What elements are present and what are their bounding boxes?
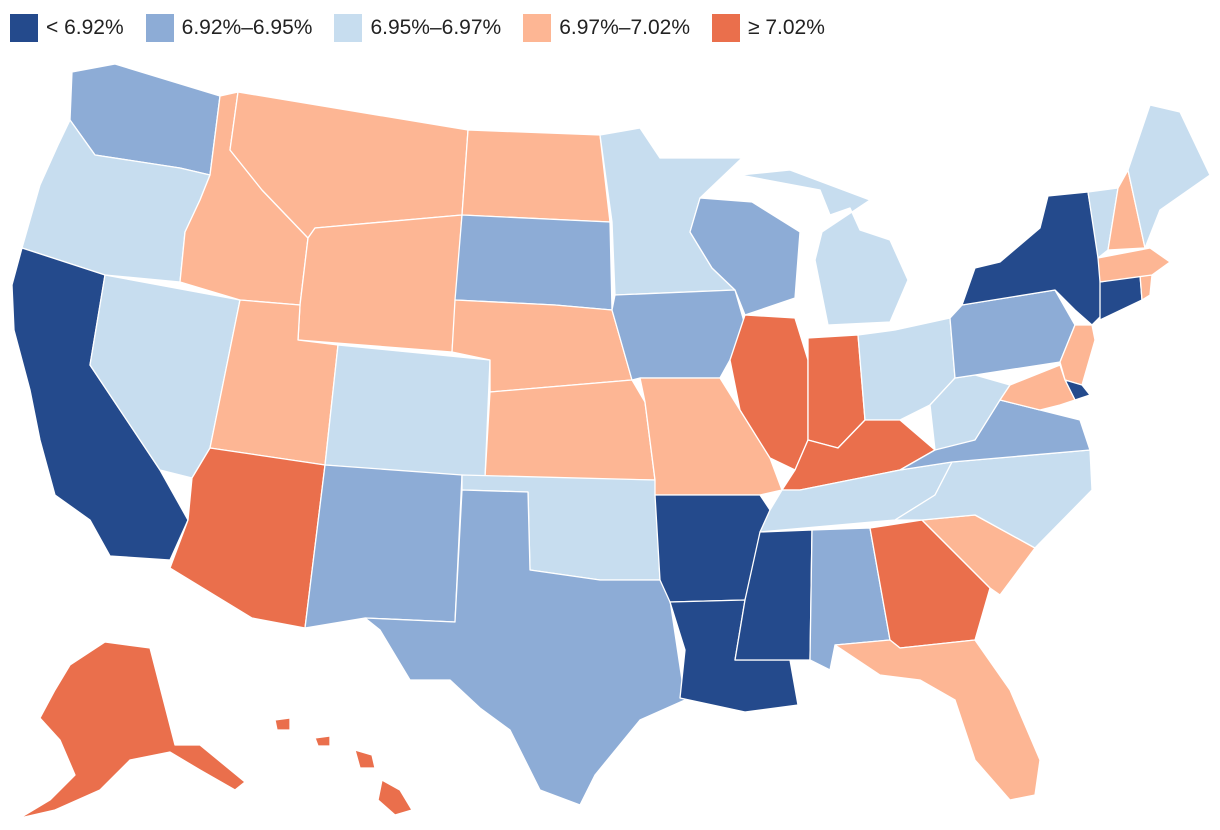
legend-item-4: 6.97%–7.02% [523,14,690,42]
state-hawaii[interactable] [377,779,413,816]
state-rhode-island[interactable] [1139,274,1153,301]
legend-swatch [712,14,740,42]
state-new-mexico[interactable] [304,464,463,629]
legend-item-1: < 6.92% [10,14,124,42]
state-wyoming[interactable] [297,214,463,353]
legend-item-2: 6.92%–6.95% [145,14,313,42]
state-hawaii-oahu[interactable] [314,735,331,747]
state-maryland[interactable] [999,364,1076,411]
legend-item-5: ≥ 7.02% [712,14,825,42]
state-arizona[interactable] [169,447,326,629]
legend-swatch [10,14,38,42]
state-north-dakota[interactable] [461,129,611,223]
state-texas[interactable] [364,489,686,806]
legend-label: ≥ 7.02% [748,16,825,39]
state-hawaii-maui[interactable] [354,749,376,769]
state-maine[interactable] [1127,104,1211,249]
legend-swatch [334,14,363,42]
state-south-dakota[interactable] [454,214,613,311]
legend: < 6.92% 6.92%–6.95% 6.95%–6.97% 6.97%–7.… [10,14,825,42]
legend-label: < 6.92% [46,16,124,39]
legend-label: 6.92%–6.95% [181,16,313,39]
legend-label: 6.97%–7.02% [559,16,690,39]
legend-swatch [145,14,174,42]
state-kansas[interactable] [484,379,656,481]
state-colorado[interactable] [324,344,491,479]
state-alaska[interactable] [19,641,246,819]
legend-item-3: 6.95%–6.97% [334,14,501,42]
state-michigan[interactable] [739,169,909,326]
legend-label: 6.95%–6.97% [370,16,502,39]
state-massachusetts[interactable] [1097,247,1171,283]
legend-swatch [523,14,552,42]
state-hawaii-kauai[interactable] [274,717,291,731]
state-iowa[interactable] [611,289,746,381]
state-missouri[interactable] [639,377,783,496]
state-florida[interactable] [834,639,1041,801]
